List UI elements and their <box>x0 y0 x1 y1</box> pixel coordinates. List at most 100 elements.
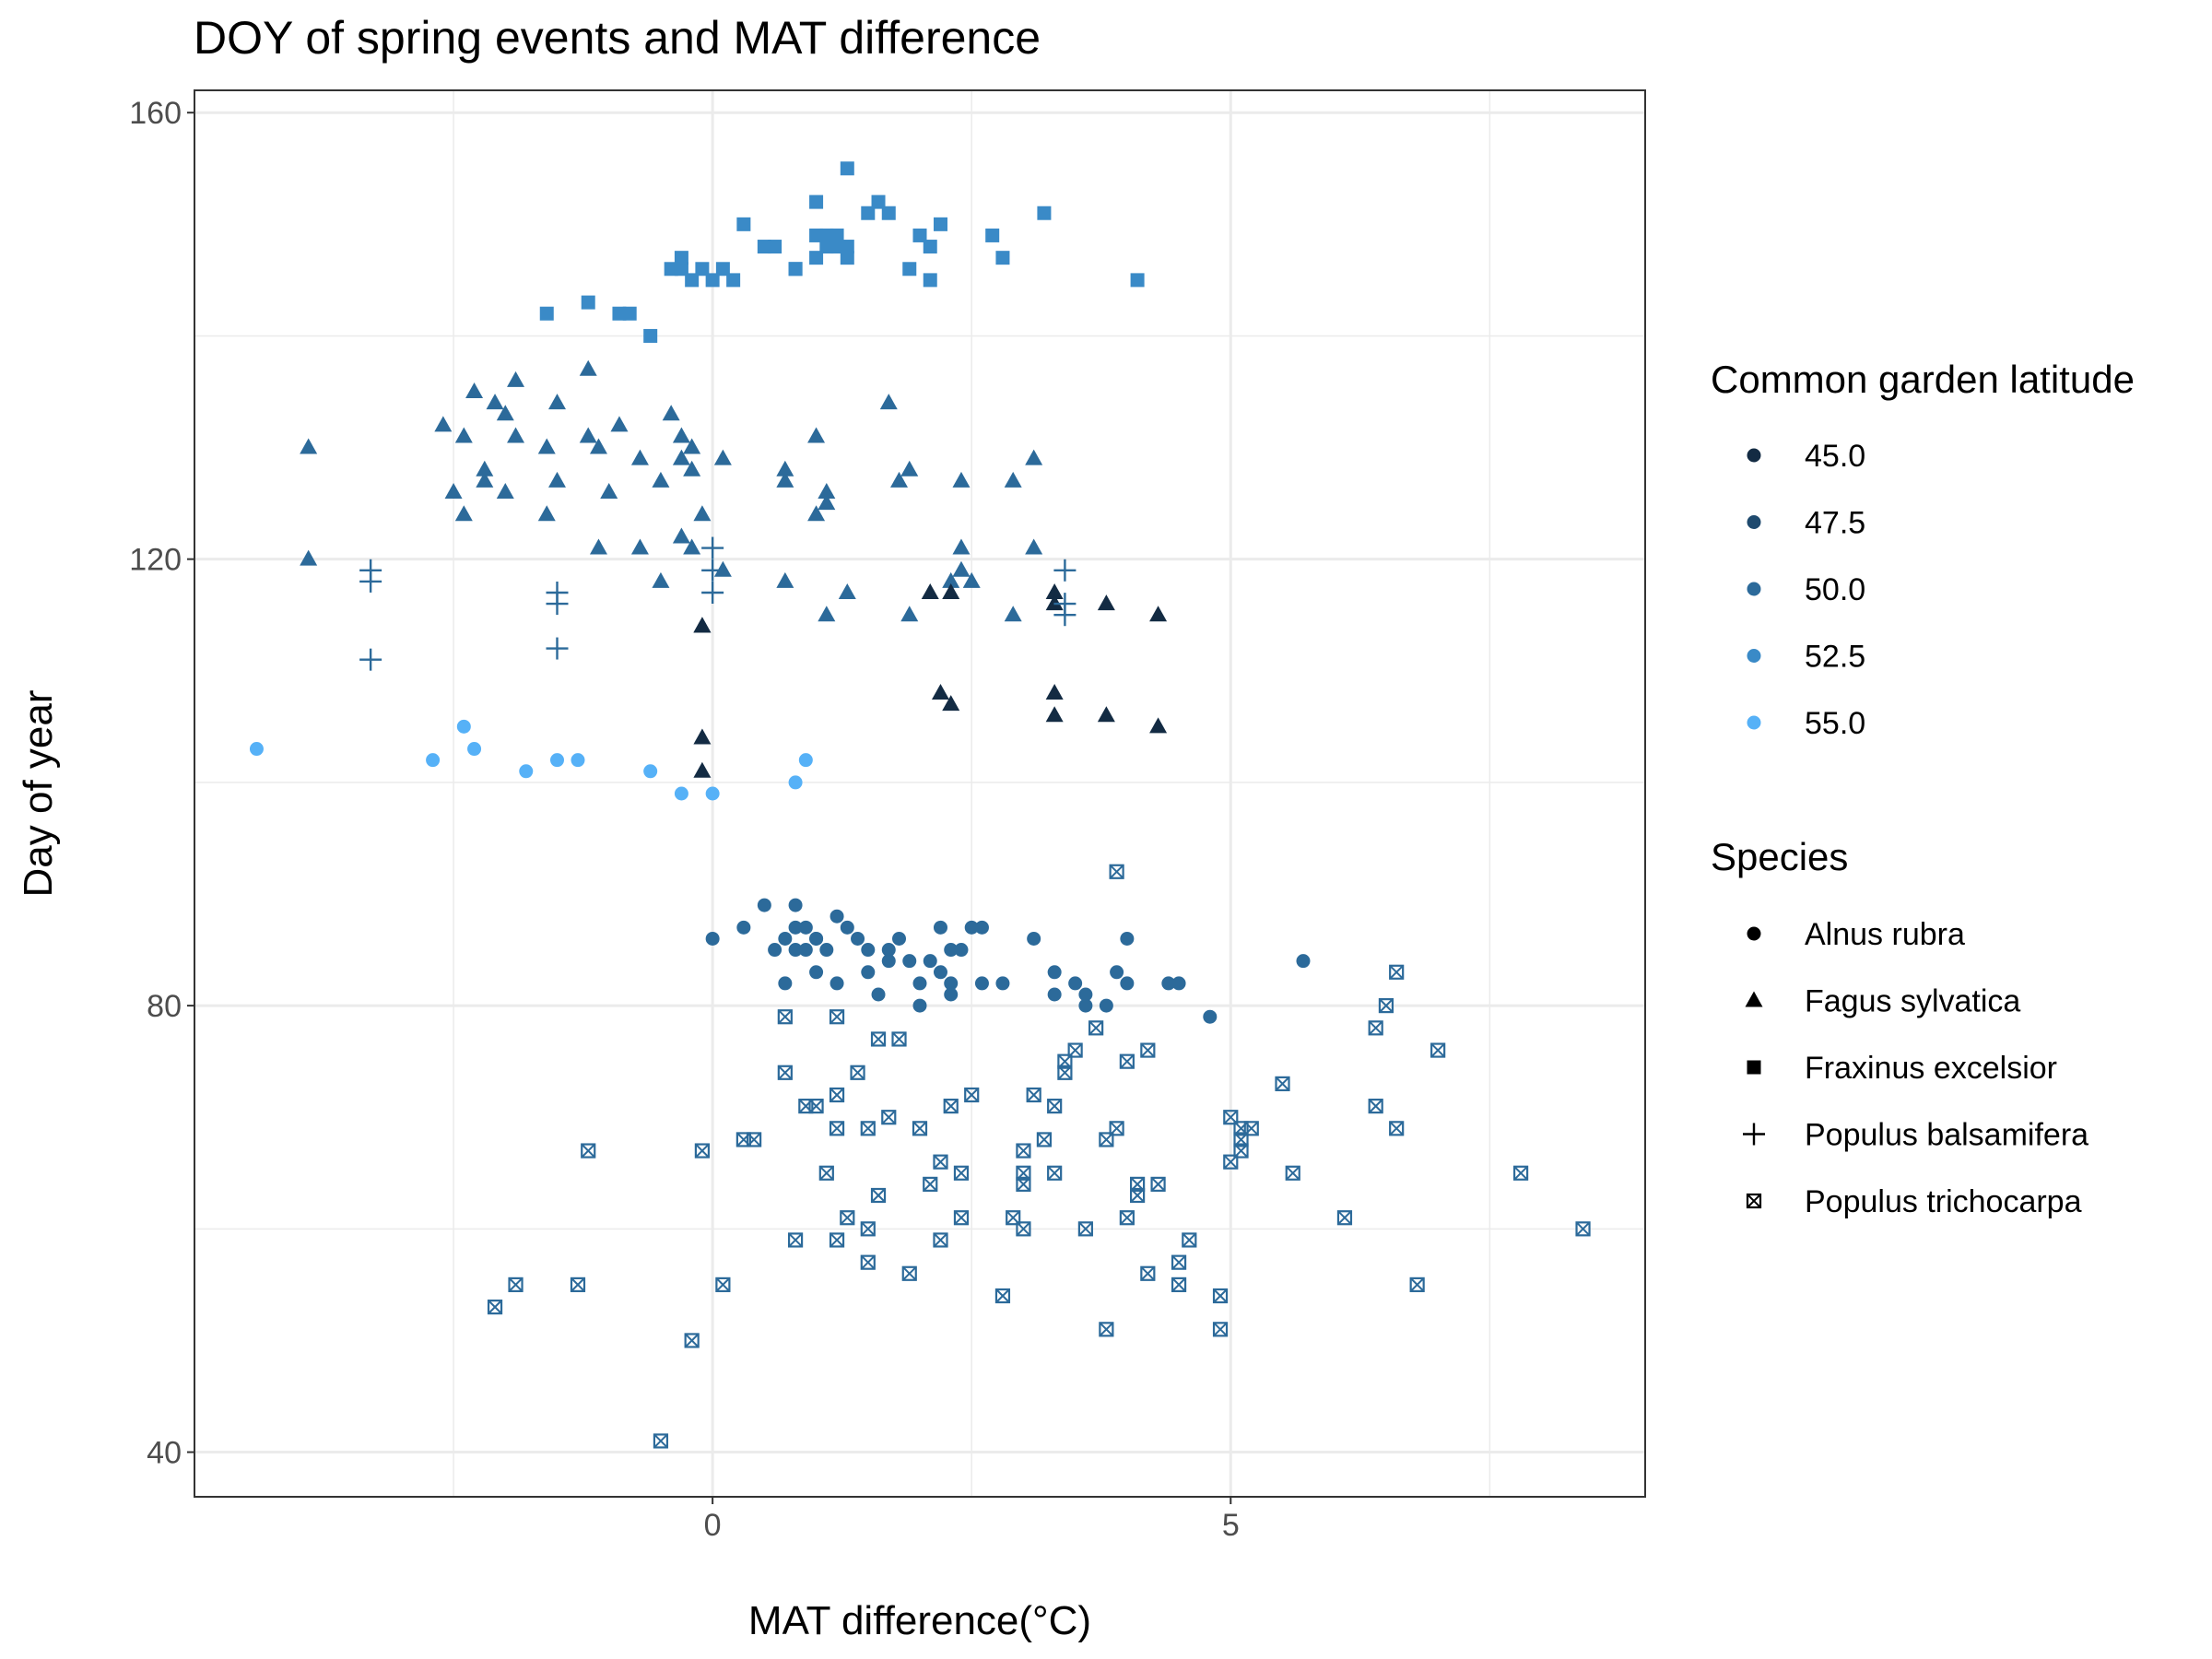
y-tick-label: 120 <box>129 543 182 578</box>
data-point <box>694 1143 711 1159</box>
data-point <box>693 617 712 633</box>
data-point <box>838 583 856 599</box>
data-point <box>1149 717 1168 734</box>
data-point <box>1161 976 1176 991</box>
latitude-legend-title: Common garden latitude <box>1711 358 2135 401</box>
data-point <box>1045 594 1064 611</box>
data-point <box>653 1433 669 1449</box>
data-point <box>1068 976 1083 991</box>
data-point <box>1047 987 1062 1002</box>
data-point <box>881 954 896 969</box>
data-point <box>652 471 670 488</box>
data-point <box>444 483 463 499</box>
minor-gridlines <box>194 90 1645 1497</box>
data-point <box>902 954 917 969</box>
data-point <box>871 987 886 1002</box>
data-point <box>830 228 844 242</box>
data-point <box>1171 976 1186 991</box>
data-point <box>736 217 751 231</box>
data-point <box>496 483 514 499</box>
data-point <box>912 228 927 242</box>
data-point <box>1336 1210 1353 1226</box>
data-point <box>809 931 824 946</box>
data-point <box>300 549 318 566</box>
data-point <box>840 251 854 265</box>
legend-label-latitude: 45.0 <box>1805 439 1865 474</box>
data-point <box>892 931 907 946</box>
data-point <box>953 1210 970 1226</box>
data-point <box>674 251 688 265</box>
data-point <box>581 1143 596 1159</box>
data-point <box>548 394 566 410</box>
data-point <box>923 1176 938 1192</box>
data-point <box>672 427 690 443</box>
data-point <box>818 1165 834 1181</box>
data-point <box>952 560 971 577</box>
data-point <box>787 1232 804 1248</box>
data-point <box>705 273 720 288</box>
data-point <box>570 1277 586 1292</box>
data-point <box>1109 864 1124 879</box>
data-point <box>912 998 927 1013</box>
data-point <box>1130 273 1145 288</box>
data-point <box>1150 1176 1166 1192</box>
data-point <box>715 262 730 276</box>
data-point <box>476 460 494 477</box>
data-point <box>546 637 569 660</box>
data-point <box>537 505 556 522</box>
data-point <box>630 449 649 465</box>
data-point <box>672 449 690 465</box>
data-point <box>1045 706 1064 723</box>
data-point <box>870 1187 887 1204</box>
legend-key-latitude <box>1747 448 1761 463</box>
data-point <box>860 1221 876 1237</box>
data-point <box>1053 559 1077 582</box>
data-point <box>684 1333 700 1348</box>
data-point <box>923 954 937 969</box>
data-point <box>840 920 854 935</box>
species-legend: Species Alnus rubra Fagus sylvatica Fraxin… <box>1711 835 2088 1219</box>
data-point <box>952 538 971 555</box>
data-point <box>1099 1322 1114 1337</box>
data-point <box>778 931 793 946</box>
data-point <box>1097 594 1115 611</box>
data-point <box>630 538 649 555</box>
x-axis-title: MAT difference(°C) <box>748 1598 1091 1643</box>
data-point <box>943 1099 959 1114</box>
data-point <box>683 460 701 477</box>
data-point <box>1025 538 1043 555</box>
x-tick-label: 0 <box>704 1508 722 1543</box>
data-point <box>776 460 794 477</box>
data-point <box>921 583 939 599</box>
data-point <box>798 753 813 768</box>
legend-key-species <box>1743 1123 1765 1146</box>
data-point <box>507 427 525 443</box>
data-point <box>685 273 700 288</box>
data-point <box>900 606 919 622</box>
data-point <box>818 483 836 499</box>
data-point <box>456 719 471 734</box>
data-point <box>1140 1265 1156 1281</box>
data-point <box>1368 1099 1383 1114</box>
data-point <box>776 571 794 588</box>
data-point <box>672 527 690 544</box>
data-point <box>798 943 813 958</box>
data-point <box>871 194 886 209</box>
data-point <box>974 976 989 991</box>
data-point <box>809 965 824 980</box>
data-point <box>1016 1176 1031 1192</box>
data-point <box>1027 931 1041 946</box>
data-point <box>652 571 670 588</box>
legend-label-latitude: 52.5 <box>1805 640 1865 675</box>
data-point <box>942 571 960 588</box>
data-point <box>508 1277 524 1292</box>
data-point <box>952 471 971 488</box>
data-point <box>995 251 1010 265</box>
data-point <box>995 976 1010 991</box>
data-point <box>610 416 629 432</box>
data-point <box>933 965 947 980</box>
data-point <box>300 438 318 454</box>
data-point <box>693 505 712 522</box>
data-point <box>589 538 607 555</box>
data-point <box>830 976 844 991</box>
